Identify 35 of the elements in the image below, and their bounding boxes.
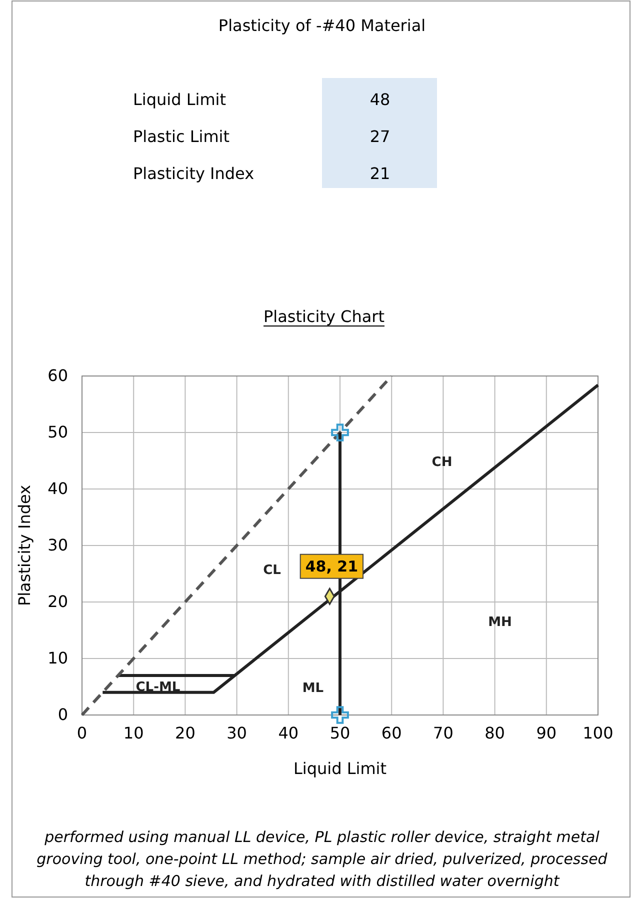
chart-title: Plasticity Chart xyxy=(264,307,384,326)
y-tick-label: 20 xyxy=(48,592,68,612)
annotation: CL-ML xyxy=(136,680,180,695)
y-tick-label: 50 xyxy=(48,422,68,442)
text: Plasticity of -#40 Material xyxy=(218,16,426,35)
data-label: 21 xyxy=(370,164,390,183)
category-label: Plastic Limit xyxy=(133,127,230,146)
annotation: ML xyxy=(302,681,324,696)
data-label: 27 xyxy=(370,127,390,146)
x-tick-label: 50 xyxy=(330,723,350,742)
data-label: 48, 21 xyxy=(305,557,358,576)
y-tick-label: 0 xyxy=(58,705,68,724)
y-tick-label: 30 xyxy=(48,536,68,555)
y-tick-label: 40 xyxy=(48,479,68,498)
x-tick-label: 60 xyxy=(381,723,402,742)
category-label: Plasticity Index xyxy=(133,164,254,183)
x-tick-label: 20 xyxy=(175,723,196,742)
annotation: CL xyxy=(263,563,281,578)
data-label: 48 xyxy=(370,90,390,109)
y-tick-label: 10 xyxy=(48,648,68,668)
y-tick-label: 60 xyxy=(48,366,68,386)
text: performed using manual LL device, PL plastic roller device, straight metal grooving tool, one-point LL method; sample air dried, pulverized, processed through #40 sieve, and hydrated with distilled water overnight xyxy=(36,828,608,890)
x-tick-label: 100 xyxy=(582,723,614,742)
x-tick-label: 30 xyxy=(226,723,247,742)
x-tick-label: 80 xyxy=(484,723,505,742)
y-axis-title: Plasticity Index xyxy=(15,484,34,606)
category-label: Liquid Limit xyxy=(133,90,226,109)
x-axis-title: Liquid Limit xyxy=(293,759,387,778)
x-tick-label: 10 xyxy=(123,723,144,742)
x-tick-label: 0 xyxy=(76,723,88,742)
annotation: CH xyxy=(432,455,452,470)
annotation: MH xyxy=(488,615,512,630)
x-tick-label: 40 xyxy=(278,723,299,742)
x-tick-label: 70 xyxy=(433,723,454,742)
x-tick-label: 90 xyxy=(536,723,557,742)
